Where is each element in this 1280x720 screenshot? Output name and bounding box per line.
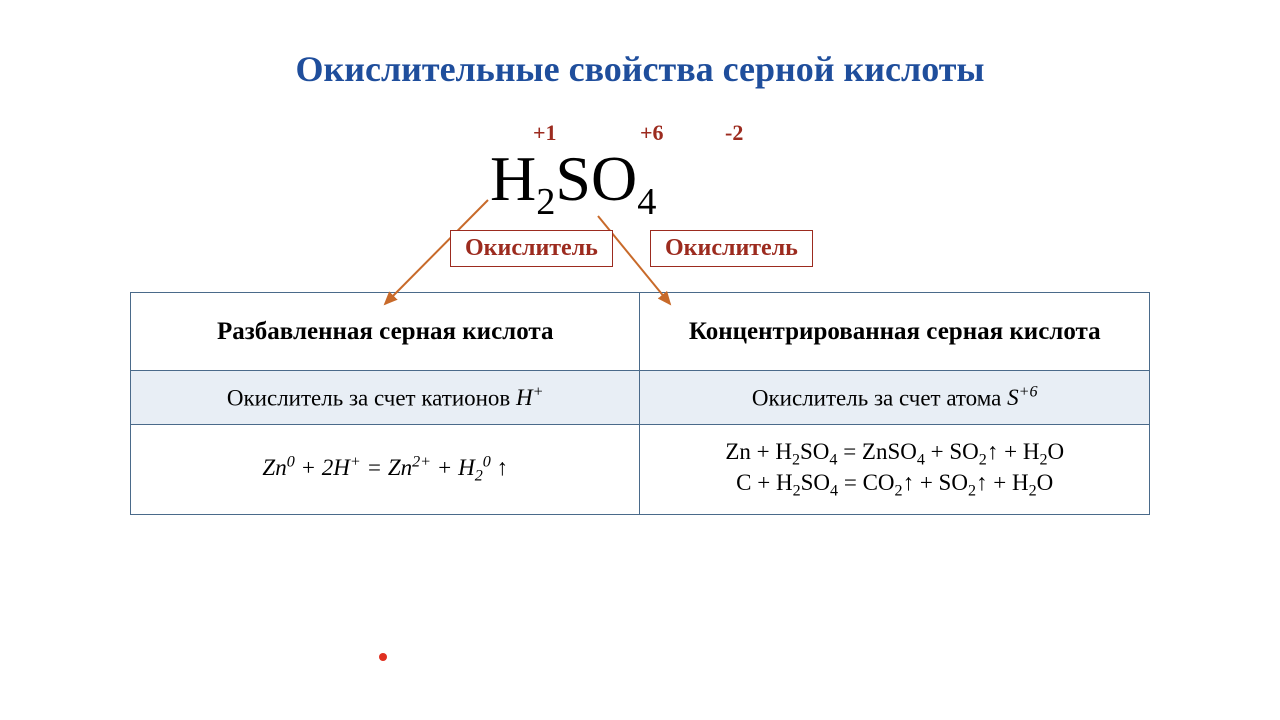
cell-reaction-left: Zn0 + 2H+ = Zn2+ + H20 ↑ xyxy=(131,425,640,515)
formula-block: +1 +6 -2 H2SO4 xyxy=(490,120,790,230)
ox-left-base: H xyxy=(516,385,533,410)
formula-sub4: 4 xyxy=(637,181,656,223)
table-header-row: Разбавленная серная кислота Концентриров… xyxy=(131,293,1150,371)
oxidizer-label-right: Окислитель xyxy=(650,230,813,267)
formula-O: O xyxy=(591,143,637,214)
oxidizer-labels-row: Окислитель Окислитель xyxy=(340,230,940,280)
cell-oxidizer-left: Окислитель за счет катионов H+ xyxy=(131,371,640,425)
laser-pointer-dot xyxy=(379,653,387,661)
ox-left-prefix: Окислитель за счет катионов xyxy=(227,385,516,410)
rx-zn: Zn xyxy=(262,455,286,480)
cell-reaction-right: Zn + H2SO4 = ZnSO4 + SO2↑ + H2O C + H2SO… xyxy=(640,425,1150,515)
comparison-table: Разбавленная серная кислота Концентриров… xyxy=(130,292,1150,515)
page-title: Окислительные свойства серной кислоты xyxy=(0,0,1280,90)
table-row-oxidizer: Окислитель за счет катионов H+ Окислител… xyxy=(131,371,1150,425)
table-header-conc: Концентрированная серная кислота xyxy=(640,293,1150,371)
formula-sub2: 2 xyxy=(536,181,555,223)
formula-S: S xyxy=(555,143,591,214)
ox-right-sup: +6 xyxy=(1019,384,1038,401)
ox-left-sup: + xyxy=(533,384,544,401)
formula-H: H xyxy=(490,143,536,214)
table-header-dilute: Разбавленная серная кислота xyxy=(131,293,640,371)
ox-right-base: S xyxy=(1007,385,1019,410)
rx-right-2: C + H2SO4 = CO2↑ + SO2↑ + H2O xyxy=(640,470,1149,501)
ox-right-prefix: Окислитель за счет атома xyxy=(752,385,1007,410)
table-row-reactions: Zn0 + 2H+ = Zn2+ + H20 ↑ Zn + H2SO4 = Zn… xyxy=(131,425,1150,515)
rx-right-1: Zn + H2SO4 = ZnSO4 + SO2↑ + H2O xyxy=(640,439,1149,470)
oxidizer-label-left: Окислитель xyxy=(450,230,613,267)
formula-h2so4: H2SO4 xyxy=(490,142,790,224)
cell-oxidizer-right: Окислитель за счет атома S+6 xyxy=(640,371,1150,425)
